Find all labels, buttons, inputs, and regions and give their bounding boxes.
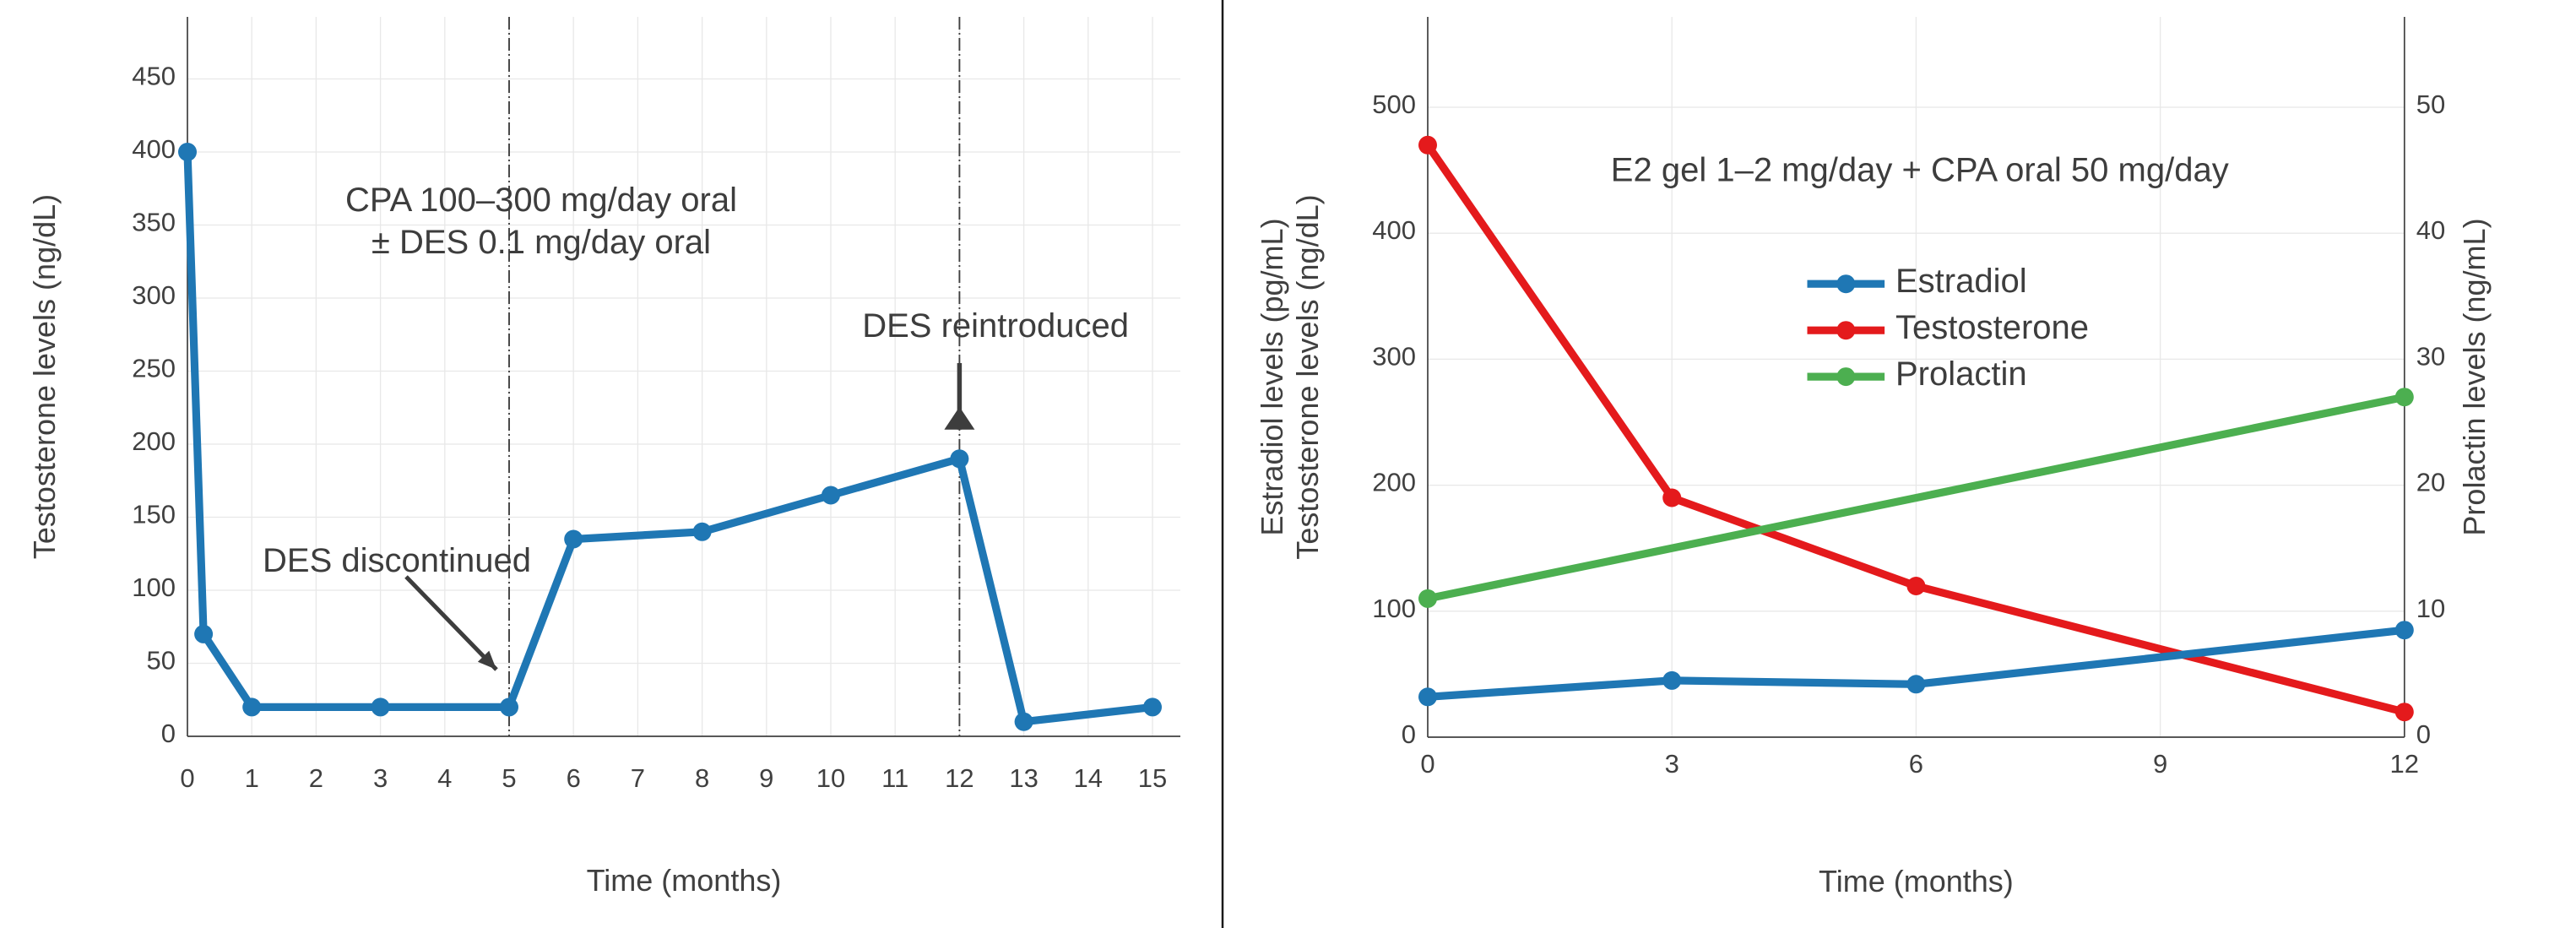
svg-text:150: 150 xyxy=(132,500,176,529)
svg-text:5: 5 xyxy=(502,763,516,793)
svg-text:100: 100 xyxy=(132,573,176,602)
svg-text:50: 50 xyxy=(147,646,176,676)
svg-text:DES discontinued: DES discontinued xyxy=(263,542,531,579)
svg-text:0: 0 xyxy=(1420,749,1434,779)
svg-text:1: 1 xyxy=(245,763,259,793)
svg-text:6: 6 xyxy=(567,763,581,793)
svg-text:200: 200 xyxy=(132,426,176,456)
svg-text:40: 40 xyxy=(2416,215,2445,245)
svg-text:400: 400 xyxy=(132,134,176,164)
svg-text:10: 10 xyxy=(2416,594,2445,623)
svg-text:30: 30 xyxy=(2416,341,2445,371)
svg-text:Testosterone levels (ng/dL): Testosterone levels (ng/dL) xyxy=(1290,194,1325,559)
svg-text:2: 2 xyxy=(309,763,323,793)
svg-text:400: 400 xyxy=(1372,215,1416,245)
svg-text:20: 20 xyxy=(2416,468,2445,497)
svg-text:4: 4 xyxy=(437,763,452,793)
svg-text:CPA 100–300 mg/day oral: CPA 100–300 mg/day oral xyxy=(345,182,737,219)
svg-text:± DES 0.1 mg/day oral: ± DES 0.1 mg/day oral xyxy=(371,224,711,261)
svg-text:300: 300 xyxy=(132,280,176,310)
svg-text:0: 0 xyxy=(161,719,176,748)
svg-text:6: 6 xyxy=(1909,749,1923,779)
svg-text:Prolactin: Prolactin xyxy=(1895,355,2027,393)
svg-text:Testosterone levels (ng/dL): Testosterone levels (ng/dL) xyxy=(27,194,62,559)
svg-text:12: 12 xyxy=(945,763,973,793)
svg-text:Time (months): Time (months) xyxy=(1819,864,2014,898)
svg-text:7: 7 xyxy=(631,763,645,793)
svg-text:Estradiol levels (pg/mL): Estradiol levels (pg/mL) xyxy=(1255,218,1289,535)
svg-text:11: 11 xyxy=(881,763,908,793)
svg-text:DES reintroduced: DES reintroduced xyxy=(862,307,1129,345)
svg-text:100: 100 xyxy=(1372,594,1416,623)
svg-text:E2 gel 1–2 mg/day + CPA oral 5: E2 gel 1–2 mg/day + CPA oral 50 mg/day xyxy=(1611,151,2229,188)
svg-text:Testosterone: Testosterone xyxy=(1895,309,2089,346)
svg-text:500: 500 xyxy=(1372,90,1416,119)
svg-text:Estradiol: Estradiol xyxy=(1895,263,2027,300)
svg-text:0: 0 xyxy=(2416,719,2431,749)
svg-text:50: 50 xyxy=(2416,90,2445,119)
svg-text:0: 0 xyxy=(180,763,194,793)
svg-text:3: 3 xyxy=(1665,749,1679,779)
svg-text:8: 8 xyxy=(695,763,709,793)
svg-text:10: 10 xyxy=(816,763,845,793)
svg-text:9: 9 xyxy=(2153,749,2167,779)
svg-text:250: 250 xyxy=(132,354,176,383)
svg-text:14: 14 xyxy=(1074,763,1103,793)
svg-text:350: 350 xyxy=(132,208,176,237)
svg-text:200: 200 xyxy=(1372,468,1416,497)
svg-text:0: 0 xyxy=(1402,719,1416,749)
svg-text:300: 300 xyxy=(1372,341,1416,371)
svg-text:450: 450 xyxy=(132,62,176,91)
svg-text:9: 9 xyxy=(759,763,773,793)
svg-text:3: 3 xyxy=(373,763,388,793)
svg-text:15: 15 xyxy=(1138,763,1167,793)
svg-text:12: 12 xyxy=(2390,749,2419,779)
svg-text:Prolactin levels (ng/mL): Prolactin levels (ng/mL) xyxy=(2457,218,2492,535)
svg-text:Time (months): Time (months) xyxy=(587,863,782,898)
svg-text:13: 13 xyxy=(1009,763,1038,793)
